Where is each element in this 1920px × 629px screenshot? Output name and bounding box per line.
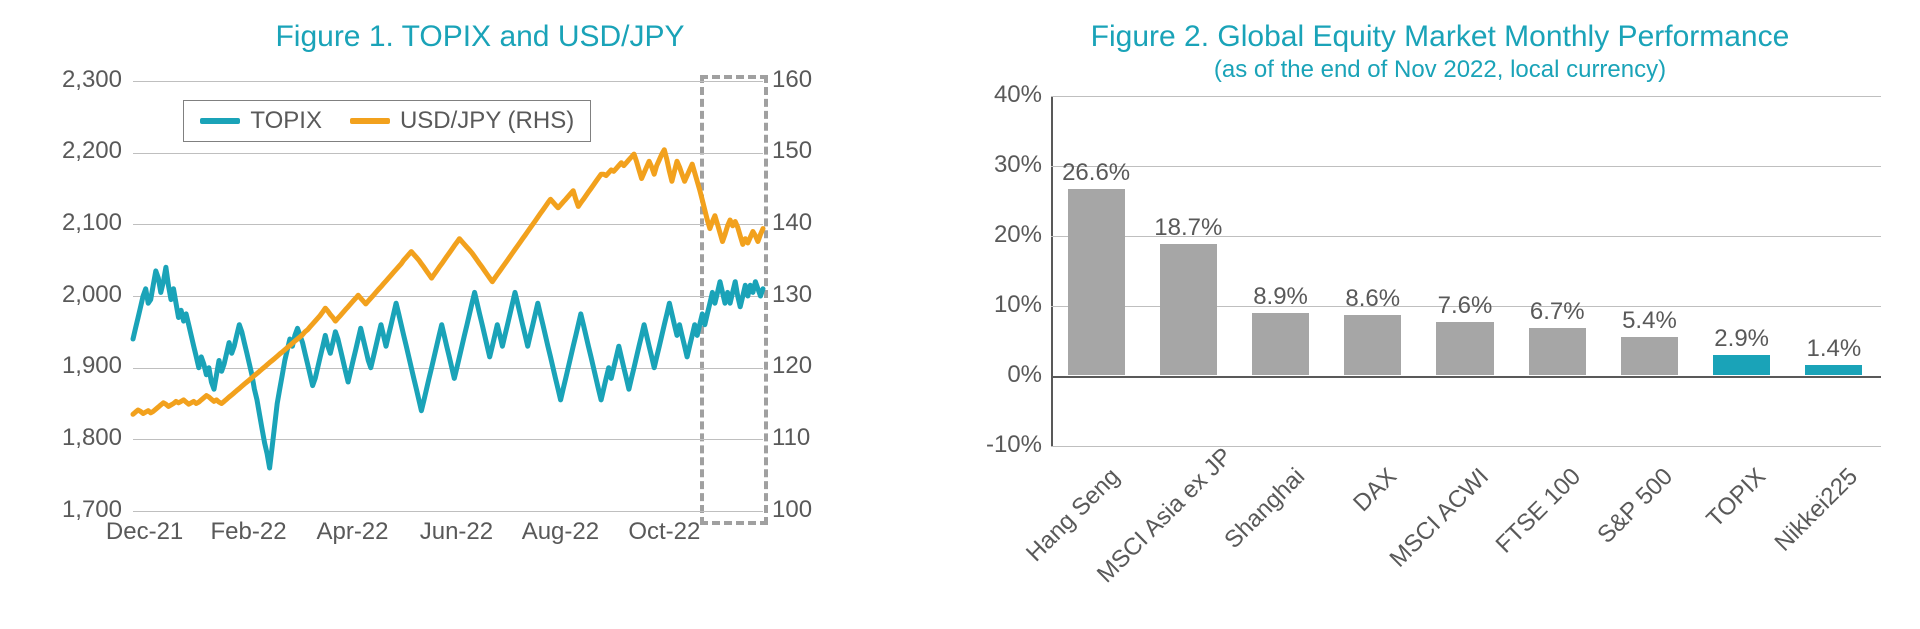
figure-2-y-tick: 20% (960, 221, 1042, 249)
figure-2-y-axis-line (1051, 96, 1053, 446)
figure-2-value-label: 2.9% (1692, 325, 1792, 353)
figure-1-y-left-tick: 1,900 (0, 352, 122, 380)
figure-1-y-left-tick: 2,100 (0, 209, 122, 237)
figure-1-y-right-tick: 140 (772, 209, 812, 237)
figure-2-panel: Figure 2. Global Equity Market Monthly P… (960, 0, 1920, 629)
figure-2-bar (1252, 313, 1309, 375)
figure-2-value-label: 6.7% (1507, 298, 1607, 326)
figure-2-bar (1436, 322, 1493, 375)
figure-2-bar (1621, 337, 1678, 375)
figure-2-y-tick: 0% (960, 361, 1042, 389)
figure-1-y-left-tick: 2,300 (0, 66, 122, 94)
figure-1-x-tick: Oct-22 (609, 518, 719, 546)
figure-1-x-tick: Jun-22 (401, 518, 511, 546)
figure-2-gridline (1051, 166, 1881, 167)
figure-1-series-topix (133, 267, 763, 468)
figure-2-gridline (1051, 376, 1881, 378)
figure-2-bar (1160, 244, 1217, 375)
figure-1-y-right-tick: 120 (772, 352, 812, 380)
figure-2-gridline (1051, 446, 1881, 447)
figure-1-plot: TOPIXUSD/JPY (RHS) (132, 80, 764, 512)
figure-1-y-right-tick: 150 (772, 137, 812, 165)
figure-2-gridline (1051, 96, 1881, 97)
figure-2-bar (1529, 328, 1586, 375)
figure-2-value-label: 18.7% (1138, 214, 1238, 242)
figure-1-x-tick: Feb-22 (194, 518, 304, 546)
figure-2-y-tick: 30% (960, 151, 1042, 179)
figure-1-y-right-tick: 160 (772, 66, 812, 94)
figure-2-y-tick: -10% (960, 431, 1042, 459)
figure-2-value-label: 7.6% (1415, 292, 1515, 320)
figure-1-x-tick: Dec-21 (90, 518, 200, 546)
figure-1-x-tick: Apr-22 (298, 518, 408, 546)
figure-1-y-left-tick: 2,000 (0, 281, 122, 309)
figure-2-bar (1344, 315, 1401, 375)
figure-2-value-label: 8.6% (1323, 285, 1423, 313)
figure-2-bar (1068, 189, 1125, 375)
figure-1-y-right-tick: 100 (772, 496, 812, 524)
figure-1-y-right-tick: 130 (772, 281, 812, 309)
figure-2-subtitle: (as of the end of Nov 2022, local curren… (960, 56, 1920, 85)
figure-2-bar (1805, 365, 1862, 375)
figure-2-value-label: 26.6% (1046, 159, 1146, 187)
figure-1-lines (133, 81, 763, 511)
figure-2-title: Figure 2. Global Equity Market Monthly P… (960, 18, 1920, 56)
figure-1-title: Figure 1. TOPIX and USD/JPY (0, 18, 960, 56)
figure-2-y-tick: 10% (960, 291, 1042, 319)
figure-2-y-tick: 40% (960, 81, 1042, 109)
figure-2-value-label: 1.4% (1784, 335, 1884, 363)
figure-1-series-usdjpy (133, 150, 763, 415)
figure-1-y-right-tick: 110 (772, 424, 810, 452)
figure-pair: Figure 1. TOPIX and USD/JPY TOPIXUSD/JPY… (0, 0, 1920, 629)
figure-1-gridline (133, 511, 763, 512)
figure-2-value-label: 8.9% (1231, 283, 1331, 311)
figure-2-bar (1713, 355, 1770, 375)
figure-1-panel: Figure 1. TOPIX and USD/JPY TOPIXUSD/JPY… (0, 0, 960, 629)
figure-2-value-label: 5.4% (1599, 307, 1699, 335)
figure-1-y-left-tick: 2,200 (0, 137, 122, 165)
figure-1-x-tick: Aug-22 (505, 518, 615, 546)
figure-1-y-left-tick: 1,800 (0, 424, 122, 452)
